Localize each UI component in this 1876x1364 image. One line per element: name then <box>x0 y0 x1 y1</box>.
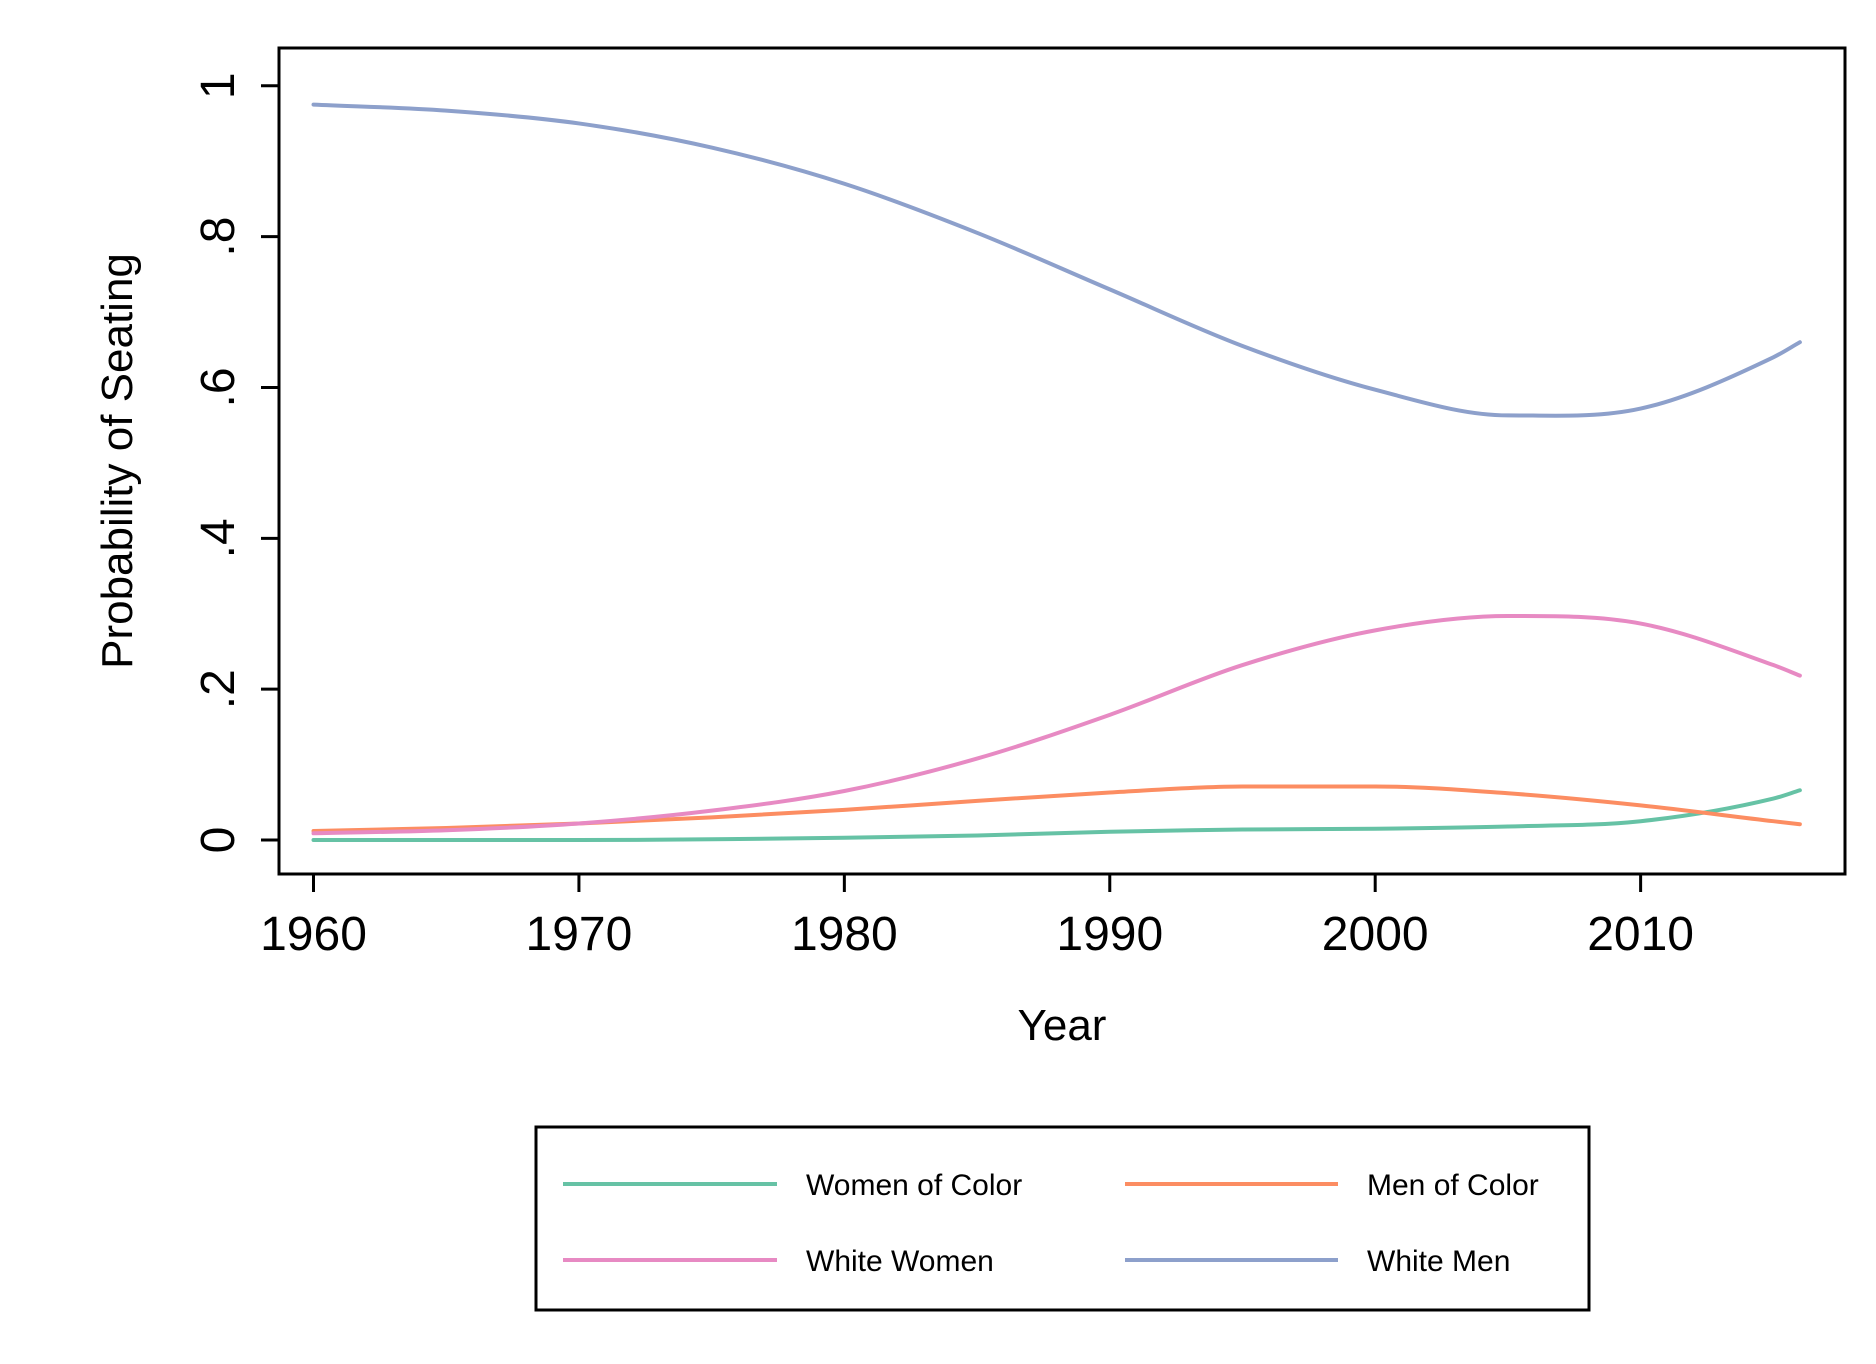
legend-entry: White Men <box>1125 1245 1510 1278</box>
legend-entry: Men of Color <box>1125 1169 1539 1202</box>
y-tick-label: .2 <box>192 669 245 709</box>
legend-label: White Women <box>806 1245 994 1278</box>
legend-label: Women of Color <box>806 1169 1022 1202</box>
x-tick-label: 1960 <box>260 908 367 961</box>
legend-box <box>534 1125 1591 1312</box>
x-tick-label: 1970 <box>526 908 633 961</box>
legend-entry: White Women <box>563 1245 994 1278</box>
y-axis-title: Probability of Seating <box>93 253 142 669</box>
y-tick-label: 1 <box>192 72 245 99</box>
y-tick-label: .4 <box>192 518 245 558</box>
series-line-white-women <box>311 614 1802 836</box>
series-line-white-men <box>311 102 1802 418</box>
legend-entry: Women of Color <box>563 1169 1022 1202</box>
x-tick-label: 1990 <box>1056 908 1163 961</box>
x-axis-title: Year <box>1018 1001 1107 1050</box>
y-tick-label: 0 <box>192 827 245 854</box>
plot-area-frame <box>277 46 1847 876</box>
y-tick-label: .8 <box>192 217 245 257</box>
series-line-women-of-color <box>311 788 1802 843</box>
legend-label: White Men <box>1367 1245 1510 1278</box>
x-tick-label: 2010 <box>1587 908 1694 961</box>
legend-label: Men of Color <box>1367 1169 1539 1202</box>
x-tick-label: 2000 <box>1322 908 1429 961</box>
x-tick-label: 1980 <box>791 908 898 961</box>
y-tick-label: .6 <box>192 367 245 407</box>
